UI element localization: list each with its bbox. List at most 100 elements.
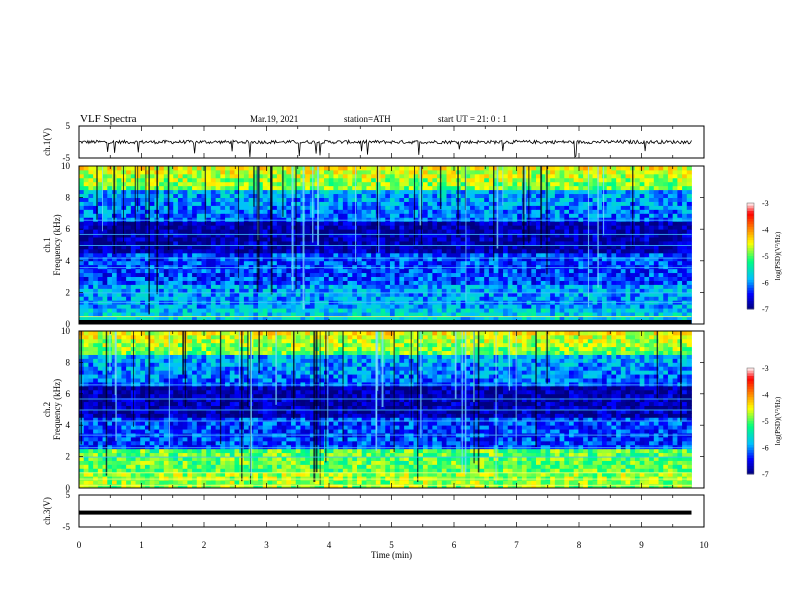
spectrogram-cell: [338, 276, 344, 281]
spectrogram-cell: [658, 256, 664, 262]
spectrogram-cell: [639, 264, 645, 270]
spectrogram-cell: [168, 213, 174, 218]
spectrogram-cell: [319, 237, 325, 242]
spectrogram-cell: [79, 284, 85, 289]
spectrogram-cell: [352, 181, 358, 187]
spectrogram-cell: [441, 280, 447, 285]
spectrogram-cell: [220, 181, 226, 187]
spectrogram-cell: [130, 197, 136, 202]
spectrogram-cell: [220, 177, 226, 183]
spectrogram-cell: [220, 173, 226, 179]
spectrogram-cell: [488, 205, 495, 210]
spectrogram-cell: [234, 288, 240, 293]
spectrogram-cell: [569, 197, 575, 202]
spectrogram-cell: [597, 304, 603, 309]
spectrogram-cell: [262, 264, 268, 270]
spectrogram-cell: [503, 181, 509, 187]
spectrogram-cell: [220, 304, 226, 309]
spectrogram-cell: [536, 256, 542, 262]
spectrogram-cell: [437, 268, 443, 274]
spectrogram-cell: [531, 189, 537, 195]
spectrogram-cell: [385, 296, 391, 301]
spectrogram-cell: [328, 268, 334, 274]
spectrogram-cell: [121, 304, 127, 309]
spectrogram-cell: [432, 213, 438, 218]
spectrogram-cell: [507, 272, 513, 277]
spectrogram-cell: [592, 268, 598, 274]
spectrogram-cell: [418, 229, 424, 234]
spectrogram-cell: [116, 213, 122, 218]
spectrogram-cell: [427, 245, 433, 250]
spectrogram-cell: [352, 276, 358, 281]
spectrogram-cell: [616, 284, 622, 289]
spectrogram-cell: [493, 225, 499, 230]
spectrogram-cell: [267, 245, 273, 250]
spectrogram-cell: [625, 237, 631, 242]
spectrogram-cell: [488, 252, 495, 258]
spectrogram-cell: [507, 280, 513, 285]
spectrogram-cell: [220, 225, 226, 230]
spectrogram-cell: [192, 316, 198, 321]
spectrogram-cell: [182, 181, 188, 187]
spectrogram-cell: [380, 256, 386, 262]
spectrogram-cell: [215, 296, 221, 301]
spectrogram-cell: [371, 316, 377, 321]
spectrogram-cell: [371, 260, 377, 266]
spectrogram-cell: [295, 292, 301, 297]
spectrogram-cell: [144, 237, 151, 242]
spectrogram-cell: [493, 233, 499, 238]
spectrogram-cell: [663, 193, 669, 198]
spectrogram-cell: [286, 280, 292, 285]
spectrogram-cell: [451, 201, 457, 206]
spectrogram-cell: [234, 237, 240, 242]
spectrogram-cell: [281, 296, 287, 301]
spectrogram-cell: [88, 256, 94, 262]
spectrogram-cell: [356, 237, 363, 242]
spectrogram-cell: [248, 264, 254, 270]
spectrogram-cell: [639, 248, 645, 254]
spectrogram-cell: [210, 197, 217, 202]
spectrogram-cell: [215, 248, 221, 254]
spectrogram-cell: [361, 304, 367, 309]
spectrogram-cell: [536, 268, 542, 274]
spectrogram-cell: [130, 252, 136, 258]
spectrogram-cell: [540, 304, 546, 309]
spectrogram-cell: [291, 288, 297, 293]
spectrogram-cell: [488, 173, 495, 179]
spectrogram-cell: [625, 245, 631, 250]
spectrogram-cell: [592, 185, 598, 191]
spectrogram-cell: [484, 233, 490, 238]
spectrogram-cell: [111, 256, 118, 262]
spectrogram-cell: [639, 272, 645, 277]
spectrogram-cell: [413, 201, 419, 206]
spectrogram-cell: [484, 260, 490, 266]
spectrogram-cell: [79, 173, 85, 179]
spectrogram-cell: [611, 256, 617, 262]
spectrogram-cell: [394, 312, 400, 317]
spectrogram-cell: [634, 197, 641, 202]
spectrogram-cell: [258, 304, 264, 309]
spectrogram-cell: [220, 264, 226, 270]
spectrogram-cell: [262, 296, 268, 301]
spectrogram-cell: [460, 221, 466, 226]
spectrogram-cell: [432, 181, 438, 187]
spectrogram-cell: [550, 181, 556, 187]
spectrogram-cell: [484, 193, 490, 198]
spectrogram-cell: [347, 288, 353, 293]
spectrogram-cell: [229, 217, 235, 222]
spectrogram-cell: [550, 245, 556, 250]
spectrogram-cell: [517, 304, 523, 309]
spectrogram-cell: [107, 193, 113, 198]
spectrogram-cell: [498, 284, 504, 289]
spectrogram-cell: [135, 304, 141, 309]
spectrogram-cell: [587, 260, 593, 266]
spectrogram-cell: [93, 312, 99, 317]
spectrogram-cell: [484, 185, 490, 191]
spectrogram-cell: [686, 252, 692, 258]
spectrogram-cell: [550, 205, 556, 210]
spectrogram-cell: [210, 177, 217, 183]
spectrogram-cell: [177, 233, 184, 238]
spectrogram-cell: [484, 292, 490, 297]
spectrogram-cell: [220, 292, 226, 297]
spectrogram-cell: [493, 280, 499, 285]
